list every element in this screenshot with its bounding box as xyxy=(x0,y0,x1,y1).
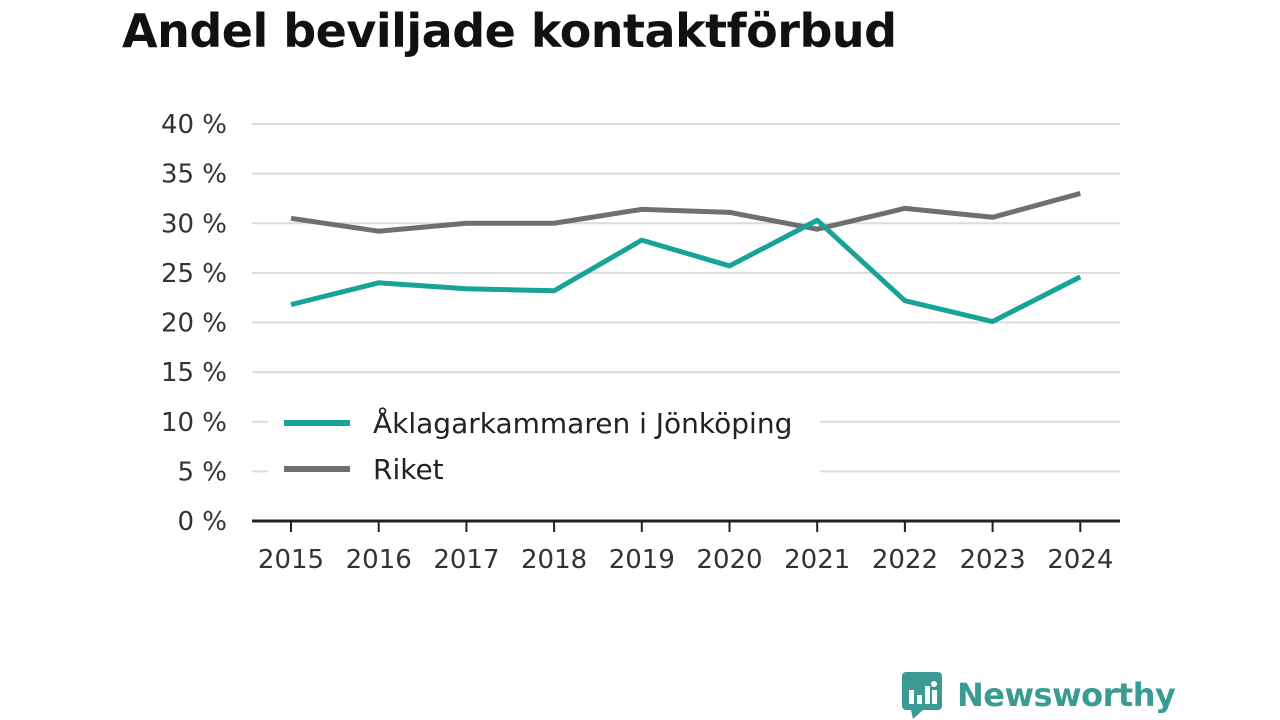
x-tick-label: 2019 xyxy=(609,545,675,575)
series-lines xyxy=(290,191,1082,325)
x-tick-label: 2024 xyxy=(1047,545,1113,575)
logo-text: Newsworthy xyxy=(957,676,1176,714)
y-tick-label: 10 % xyxy=(161,408,227,438)
series-line-0 xyxy=(290,217,1082,325)
y-tick-label: 35 % xyxy=(161,160,227,190)
y-tick-label: 15 % xyxy=(161,358,227,388)
legend-label: Riket xyxy=(373,453,444,486)
newsworthy-logo: Newsworthy xyxy=(901,670,1176,720)
x-tick-label: 2022 xyxy=(872,545,938,575)
series-line-1 xyxy=(290,191,1081,234)
legend-label: Åklagarkammaren i Jönköping xyxy=(373,406,792,440)
chart-title: Andel beviljade kontaktförbud xyxy=(122,4,897,58)
x-tick-label: 2016 xyxy=(346,545,412,575)
y-tick-label: 30 % xyxy=(161,209,227,239)
x-axis-ticks: 2015 2016 2017 2018 2019 2020 2021 2022 2023 2024 xyxy=(252,519,1120,575)
x-tick-label: 2015 xyxy=(258,545,324,575)
y-tick-label: 40 % xyxy=(161,110,227,140)
logo-icon xyxy=(902,672,942,719)
x-tick-label: 2017 xyxy=(433,545,499,575)
y-tick-label: 25 % xyxy=(161,259,227,289)
legend: Åklagarkammaren i Jönköping Riket xyxy=(268,398,820,486)
x-tick-label: 2023 xyxy=(960,545,1026,575)
y-axis-ticks: 0 % 5 % 10 % 15 % 20 % 25 % 30 % 35 % 40 % xyxy=(161,110,227,537)
legend-background xyxy=(268,398,820,474)
x-tick-label: 2018 xyxy=(521,545,587,575)
x-tick-label: 2021 xyxy=(784,545,850,575)
y-tick-label: 5 % xyxy=(177,457,227,487)
x-tick-label: 2020 xyxy=(696,545,762,575)
y-tick-label: 0 % xyxy=(177,507,227,537)
y-tick-label: 20 % xyxy=(161,309,227,339)
